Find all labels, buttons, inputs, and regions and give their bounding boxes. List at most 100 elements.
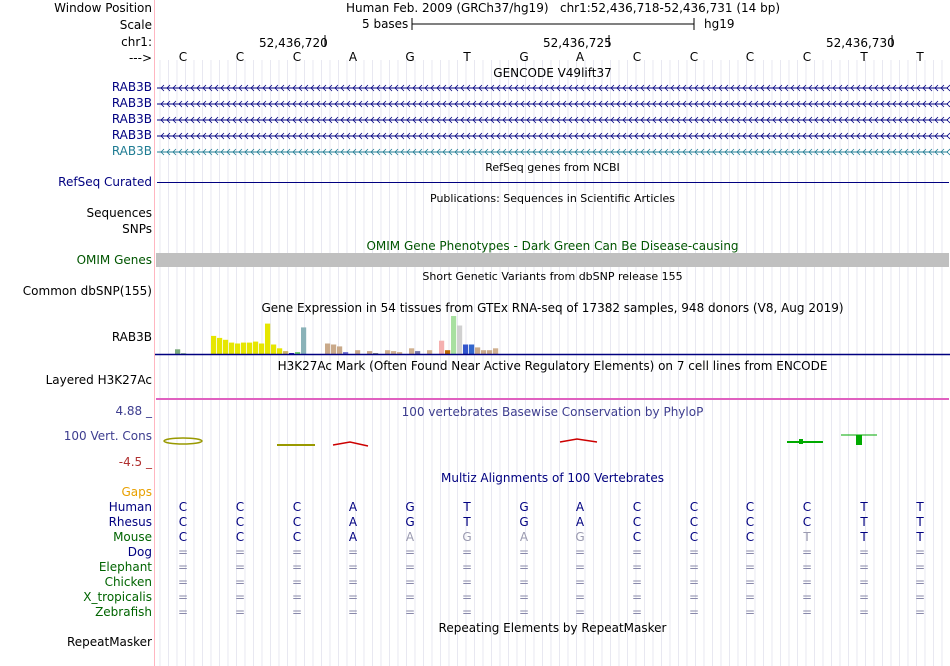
alignment-base: =	[688, 560, 700, 574]
alignment-base: C	[235, 515, 245, 529]
alignment-base: =	[631, 545, 643, 559]
alignment-base: T	[463, 500, 471, 514]
phylop-label[interactable]: 100 Vert. Cons	[63, 429, 152, 443]
alignment-base: A	[348, 500, 358, 514]
alignment-base: =	[914, 605, 926, 619]
alignment-base: =	[914, 545, 926, 559]
publications-sequences-label[interactable]: Sequences	[86, 206, 152, 220]
h3k27ac-label[interactable]: Layered H3K27Ac	[45, 373, 152, 387]
alignment-base: =	[858, 605, 870, 619]
alignment-base: =	[347, 590, 359, 604]
refseq-label[interactable]: RefSeq Curated	[58, 175, 152, 189]
gtex-tissue-bar	[493, 348, 499, 354]
alignment-base: =	[574, 560, 586, 574]
label-separator	[154, 0, 155, 666]
alignment-base: =	[291, 560, 303, 574]
gencode-title: GENCODE V49lift37	[493, 66, 612, 80]
gencode-transcript-label[interactable]: RAB3B	[111, 112, 152, 126]
alignment-base: =	[518, 590, 530, 604]
species-label[interactable]: Mouse	[113, 530, 152, 544]
phylop-title: 100 vertebrates Basewise Conservation by…	[401, 405, 704, 419]
coord-3: 52,436,730	[826, 36, 895, 50]
omim-label[interactable]: OMIM Genes	[76, 253, 152, 267]
gtex-tissue-bar	[181, 353, 187, 354]
alignment-base: =	[688, 545, 700, 559]
alignment-base: C	[802, 515, 812, 529]
alignment-base: C	[178, 515, 188, 529]
alignment-base: T	[860, 515, 868, 529]
alignment-base: =	[234, 575, 246, 589]
dbsnp-title: Short Genetic Variants from dbSNP releas…	[422, 270, 683, 283]
phylop-mark-6	[799, 439, 803, 444]
gtex-tissue-bar	[247, 342, 253, 354]
gtex-tissue-bar	[295, 352, 301, 354]
dbsnp-label[interactable]: Common dbSNP(155)	[22, 284, 152, 298]
gaps-label[interactable]: Gaps	[121, 485, 152, 499]
gtex-label[interactable]: RAB3B	[111, 330, 152, 344]
gencode-transcript-label[interactable]: RAB3B	[111, 144, 152, 158]
gencode-transcript-label[interactable]: RAB3B	[111, 96, 152, 110]
gtex-bar-chart[interactable]	[155, 315, 950, 357]
sequence-base: C	[292, 50, 302, 64]
omim-gene-bar[interactable]	[156, 253, 949, 267]
alignment-base: =	[291, 590, 303, 604]
species-label[interactable]: Zebrafish	[95, 605, 152, 619]
alignment-base: C	[689, 515, 699, 529]
gtex-tissue-bar	[217, 337, 223, 354]
alignment-base: =	[461, 605, 473, 619]
alignment-base: C	[745, 530, 755, 544]
alignment-base: =	[631, 605, 643, 619]
species-label[interactable]: Human	[108, 500, 152, 514]
species-label[interactable]: X_tropicalis	[83, 590, 152, 604]
alignment-base: =	[518, 545, 530, 559]
alignment-base: G	[519, 500, 529, 514]
phylop-graph[interactable]	[155, 420, 950, 460]
gtex-tissue-bar	[487, 350, 493, 354]
alignment-base: T	[463, 515, 471, 529]
gencode-transcript-label[interactable]: RAB3B	[111, 80, 152, 94]
species-label[interactable]: Chicken	[104, 575, 152, 589]
scale-label: Scale	[119, 18, 152, 32]
sequence-base: G	[405, 50, 415, 64]
species-label[interactable]: Rhesus	[108, 515, 152, 529]
repeatmasker-label[interactable]: RepeatMasker	[66, 635, 152, 649]
h3k27ac-signal[interactable]	[156, 398, 949, 400]
alignment-base: =	[177, 545, 189, 559]
alignment-base: =	[404, 590, 416, 604]
alignment-base: G	[462, 530, 472, 544]
alignment-base: =	[744, 560, 756, 574]
alignment-base: A	[348, 515, 358, 529]
gtex-tissue-bar	[259, 343, 265, 354]
phylop-mark-3	[332, 441, 369, 447]
gtex-tissue-bar	[409, 348, 415, 354]
gtex-tissue-bar	[343, 352, 349, 354]
gtex-tissue-bar	[445, 350, 451, 354]
repeatmasker-title: Repeating Elements by RepeatMasker	[438, 621, 667, 635]
gtex-tissue-bar	[211, 335, 217, 354]
alignment-base: =	[347, 545, 359, 559]
publications-snps-label[interactable]: SNPs	[122, 222, 152, 236]
gencode-transcript-label[interactable]: RAB3B	[111, 128, 152, 142]
gencode-tracks[interactable]	[155, 80, 950, 160]
sequence-base: C	[178, 50, 188, 64]
phylop-mark-8	[856, 435, 862, 445]
gtex-tissue-bar	[463, 344, 469, 354]
sequence-base: G	[519, 50, 529, 64]
chrom-label: chr1:	[121, 35, 152, 49]
alignment-base: G	[405, 500, 415, 514]
gtex-tissue-bar	[265, 323, 271, 354]
gtex-tissue-bar	[391, 351, 397, 354]
alignment-base: =	[291, 575, 303, 589]
alignment-base: C	[178, 500, 188, 514]
refseq-gene-line[interactable]	[157, 182, 949, 183]
gtex-tissue-bar	[475, 347, 481, 354]
alignment-base: =	[404, 575, 416, 589]
species-label[interactable]: Elephant	[98, 560, 152, 574]
alignment-base: =	[574, 575, 586, 589]
alignment-base: T	[916, 515, 924, 529]
alignment-base: C	[632, 500, 642, 514]
scale-text: 5 bases	[362, 17, 409, 31]
alignment-base: =	[461, 545, 473, 559]
species-label[interactable]: Dog	[127, 545, 152, 559]
sequence-base: T	[860, 50, 868, 64]
